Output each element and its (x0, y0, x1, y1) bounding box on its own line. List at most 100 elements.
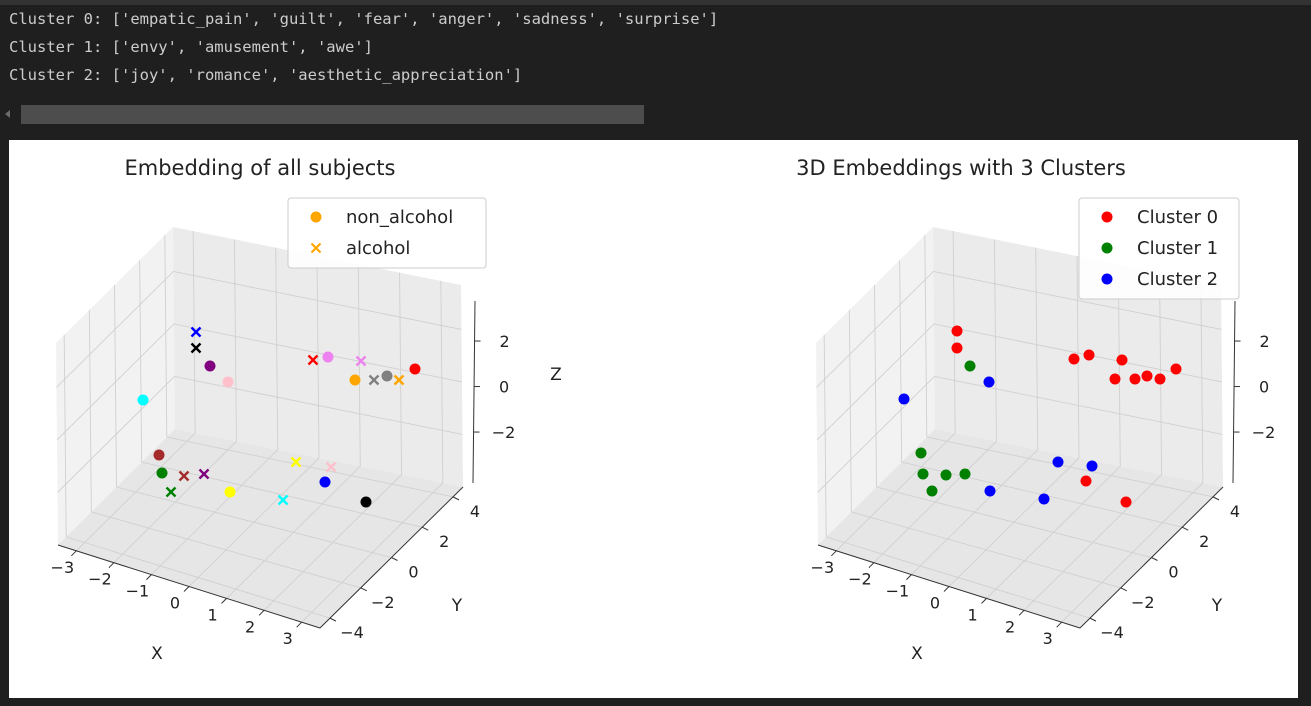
z-axis-label: Z (550, 365, 562, 385)
data-point (381, 370, 393, 382)
data-point-x (368, 374, 380, 386)
grid-line (114, 284, 117, 488)
data-point (959, 468, 971, 480)
x-tick-label: 0 (170, 594, 180, 613)
x-tick (906, 574, 912, 580)
pane-floor (818, 429, 1223, 628)
data-point (1120, 496, 1132, 508)
y-tick-label: −4 (1100, 623, 1124, 642)
data-point (964, 360, 976, 372)
x-axis-label: X (911, 644, 923, 664)
x-tick-label: 1 (967, 605, 977, 624)
x-tick-label: −2 (848, 570, 872, 589)
grid-line (56, 270, 462, 388)
data-point (1116, 354, 1128, 366)
x-tick (183, 586, 190, 592)
y-tick-label: −2 (1131, 593, 1155, 612)
figure-canvas: −3 −2 −1 0 1 2 3 4 2 0 −2 −4 2 0 −2 X Y Z Embedding of all… (51, 156, 1276, 664)
z-tick-label: −2 (1252, 423, 1276, 442)
z-tick-label: −2 (492, 423, 516, 442)
data-point-x (178, 470, 190, 482)
scroll-left-icon[interactable] (5, 110, 10, 118)
grid-line (139, 260, 143, 463)
legend-marker (310, 211, 322, 223)
plot-right: −3 −2 −1 0 1 2 3 4 2 0 −2 −4 2 0 −2 X Y 3D Embeddings wit… (796, 156, 1275, 664)
data-point-x (307, 354, 319, 366)
grid-line (57, 375, 463, 493)
x-tick (258, 609, 265, 616)
grid-line (91, 511, 361, 589)
y-tick-label: 4 (1230, 502, 1240, 521)
data-point (1141, 370, 1153, 382)
z-tick-label: 2 (499, 332, 509, 351)
y-tick-label: 2 (439, 532, 449, 551)
x-tick (943, 586, 950, 592)
grid-line (823, 334, 827, 537)
legend-label: Cluster 2 (1137, 269, 1218, 290)
output-line: Cluster 0: ['empatic_pain', 'guilt', 'fe… (9, 10, 719, 28)
data-point (1083, 349, 1095, 361)
data-point (940, 469, 952, 481)
x-tick-label: 1 (207, 605, 217, 624)
data-point (926, 485, 938, 497)
x-tick (146, 574, 152, 580)
x-tick (868, 562, 875, 569)
cell-output: Cluster 0: ['empatic_pain', 'guilt', 'fe… (9, 5, 718, 89)
grid-line (1035, 247, 1039, 450)
top-border (0, 0, 1311, 5)
data-point (224, 486, 236, 498)
legend-marker (1101, 242, 1113, 254)
y-tick (1151, 557, 1158, 561)
grid-line (66, 536, 331, 619)
grid-line (166, 436, 454, 498)
data-point-x (290, 456, 302, 468)
x-tick-label: 0 (930, 594, 940, 613)
data-point (156, 467, 168, 479)
data-point (409, 363, 421, 375)
data-point (898, 393, 910, 405)
data-point-x (325, 461, 337, 473)
data-point-x (190, 326, 202, 338)
data-point (222, 376, 234, 388)
x-tick-label: 2 (245, 617, 255, 636)
y-tick (452, 496, 460, 501)
data-point-x (198, 468, 210, 480)
output-line: Cluster 2: ['joy', 'romance', 'aesthetic… (9, 66, 523, 84)
data-point-x (393, 374, 405, 386)
y-tick (329, 617, 337, 622)
legend-marker (1101, 273, 1113, 285)
x-tick-label: −2 (88, 570, 112, 589)
data-point (1129, 373, 1141, 385)
grid-line (233, 239, 237, 442)
data-point (137, 394, 149, 406)
x-tick (296, 621, 303, 628)
grid-line (848, 309, 852, 512)
chart-title: Embedding of all subjects (125, 156, 396, 180)
legend-label: Cluster 1 (1137, 238, 1218, 259)
y-tick-label: −4 (340, 623, 364, 642)
x-axis-label: X (151, 644, 163, 664)
grid-line (851, 511, 1121, 589)
grid-line (993, 239, 997, 442)
data-point-x (190, 342, 202, 354)
y-tick-label: 2 (1199, 532, 1209, 551)
y-tick (1182, 526, 1189, 531)
y-tick (1120, 587, 1127, 592)
data-point (360, 496, 372, 508)
x-tick (70, 550, 77, 557)
data-point-x (165, 486, 177, 498)
x-tick (1018, 609, 1025, 616)
data-point (1086, 460, 1098, 472)
data-point (1038, 493, 1050, 505)
horizontal-scrollbar[interactable] (0, 104, 645, 125)
x-tick-label: −1 (126, 582, 150, 601)
grid-line (316, 255, 320, 459)
chart-title: 3D Embeddings with 3 Clusters (796, 156, 1126, 180)
figure-output: −3 −2 −1 0 1 2 3 4 2 0 −2 −4 2 0 −2 X Y Z Embedding of all… (9, 140, 1298, 698)
y-tick-label: 0 (408, 563, 418, 582)
grid-line (926, 436, 1214, 498)
grid-line (1200, 280, 1204, 483)
scrollbar-thumb[interactable] (21, 105, 644, 124)
data-point (349, 374, 361, 386)
legend-marker (1101, 211, 1113, 223)
